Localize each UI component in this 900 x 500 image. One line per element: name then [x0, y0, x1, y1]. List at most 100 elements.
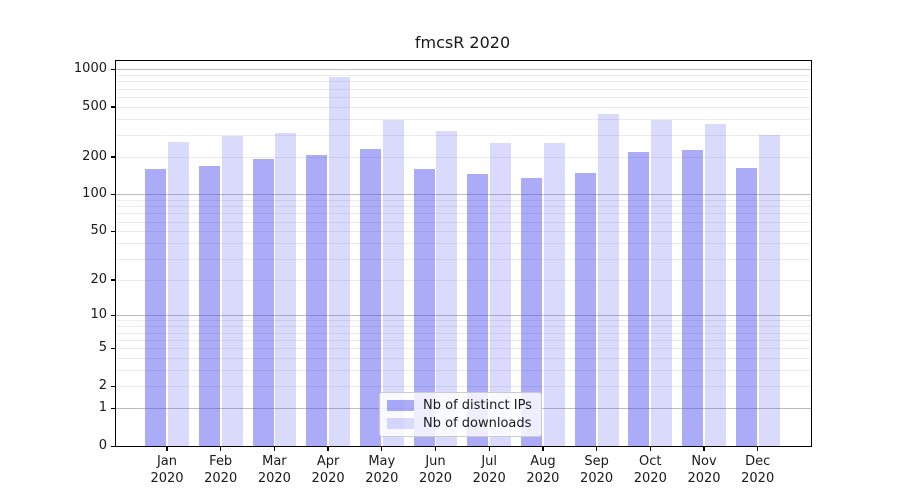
ytick-mark-1: [111, 407, 116, 410]
xtick-label-jan: Jan 2020: [150, 454, 184, 486]
ytick-label-200: 200: [82, 148, 107, 164]
bar-distinct-ips-jan: [145, 168, 167, 446]
bar-distinct-ips-jul: [467, 174, 489, 446]
ytick-label-5: 5: [98, 340, 107, 356]
ytick-mark-0: [111, 445, 116, 447]
ytick-mark-500: [111, 106, 116, 108]
ytick-mark-50: [111, 230, 116, 233]
plot-area: Nb of distinct IPs Nb of downloads 0 1 2 5 1…: [74, 60, 812, 486]
bar-distinct-ips-oct: [628, 151, 650, 446]
gridline-minor-50: [116, 231, 811, 233]
gridline-minor-800: [116, 81, 811, 83]
gridline-minor-40: [116, 243, 811, 245]
xtick-label-dec: Dec 2020: [741, 454, 775, 486]
ytick-label-20: 20: [90, 271, 107, 287]
bar-downloads-jan: [167, 142, 189, 446]
bar-downloads-nov: [704, 123, 726, 446]
bar-distinct-ips-aug: [521, 177, 542, 446]
gridline-minor-70: [116, 213, 811, 215]
xtick-label-jul: Jul 2020: [472, 454, 506, 486]
ytick-label-0: 0: [98, 438, 107, 453]
xtick-label-apr: Apr 2020: [311, 454, 345, 486]
gridline-major-1000: [116, 69, 811, 71]
gridline-minor-2: [116, 386, 811, 388]
gridline-minor-3: [116, 370, 811, 372]
legend: Nb of distinct IPs Nb of downloads: [379, 392, 542, 437]
gridline-minor-60: [116, 221, 811, 223]
xtick-label-feb: Feb 2020: [204, 454, 238, 486]
bar-downloads-dec: [758, 135, 780, 446]
xtick-mark-may: [381, 446, 383, 451]
bar-downloads-jun: [436, 131, 458, 446]
gridline-major-10: [116, 315, 811, 317]
gridline-minor-900: [116, 74, 811, 76]
bar-distinct-ips-mar: [252, 159, 274, 446]
xtick-mark-jul: [488, 446, 490, 451]
gridline-minor-80: [116, 206, 811, 208]
xtick-label-jun: Jun 2020: [418, 454, 453, 486]
bar-distinct-ips-jun: [413, 169, 435, 446]
xtick-mark-mar: [273, 446, 276, 451]
ytick-label-10: 10: [90, 307, 107, 323]
gridline-minor-700: [116, 88, 811, 90]
xtick-label-oct: Oct 2020: [633, 454, 667, 486]
gridline-minor-6: [116, 339, 811, 341]
gridline-minor-90: [116, 199, 811, 201]
legend-swatch-downloads: [387, 418, 414, 429]
gridline-minor-600: [116, 96, 811, 98]
bar-distinct-ips-apr: [306, 154, 328, 446]
bar-distinct-ips-nov: [682, 149, 704, 446]
xtick-label-aug: Aug 2020: [526, 454, 560, 486]
xtick-mark-nov: [703, 446, 705, 451]
legend-swatch-distinct-ips: [387, 400, 414, 411]
ytick-mark-20: [111, 279, 116, 281]
gridline-minor-400: [116, 118, 811, 120]
gridline-minor-30: [116, 258, 811, 260]
gridline-minor-300: [116, 134, 811, 136]
xtick-label-mar: Mar 2020: [257, 454, 291, 486]
ytick-mark-100: [111, 193, 116, 196]
bar-downloads-feb: [221, 135, 243, 446]
bar-distinct-ips-feb: [198, 166, 220, 446]
xtick-mark-sep: [595, 446, 598, 451]
ytick-label-100: 100: [82, 186, 107, 202]
bar-distinct-ips-sep: [574, 173, 596, 446]
xtick-mark-feb: [220, 446, 222, 451]
xtick-label-may: May 2020: [365, 454, 399, 486]
gridline-minor-4: [116, 358, 811, 360]
bar-downloads-oct: [651, 120, 673, 446]
xtick-mark-oct: [649, 446, 651, 451]
ytick-mark-5: [111, 347, 116, 350]
gridline-minor-20: [116, 279, 811, 281]
legend-label-distinct-ips: Nb of distinct IPs: [423, 398, 532, 413]
bar-distinct-ips-dec: [735, 167, 757, 446]
chart-title: fmcsR 2020: [414, 33, 511, 52]
legend-item-distinct-ips: Nb of distinct IPs: [387, 398, 532, 413]
legend-label-downloads: Nb of downloads: [423, 416, 532, 431]
ytick-label-2: 2: [98, 378, 107, 394]
bar-downloads-sep: [597, 114, 619, 446]
xtick-mark-aug: [542, 446, 544, 451]
xtick-mark-dec: [757, 446, 759, 451]
xtick-label-nov: Nov 2020: [687, 454, 721, 486]
bar-distinct-ips-may: [359, 149, 381, 446]
ytick-label-1: 1: [98, 400, 107, 416]
bar-downloads-mar: [275, 132, 297, 446]
gridline-minor-8: [116, 326, 811, 328]
xtick-mark-jun: [434, 446, 437, 451]
gridline-minor-200: [116, 156, 811, 158]
gridline-minor-500: [116, 106, 811, 108]
bar-downloads-apr: [329, 76, 350, 446]
ytick-mark-10: [111, 314, 116, 317]
ytick-label-1000: 1000: [73, 61, 107, 77]
ytick-label-50: 50: [90, 223, 107, 239]
gridline-minor-5: [116, 348, 811, 350]
legend-item-downloads: Nb of downloads: [387, 416, 532, 431]
gridline-minor-9: [116, 320, 811, 322]
bar-downloads-may: [382, 119, 404, 446]
xtick-mark-apr: [327, 446, 329, 451]
gridline-major-100: [116, 194, 811, 196]
bar-downloads-aug: [543, 142, 565, 446]
ytick-mark-200: [111, 156, 116, 158]
